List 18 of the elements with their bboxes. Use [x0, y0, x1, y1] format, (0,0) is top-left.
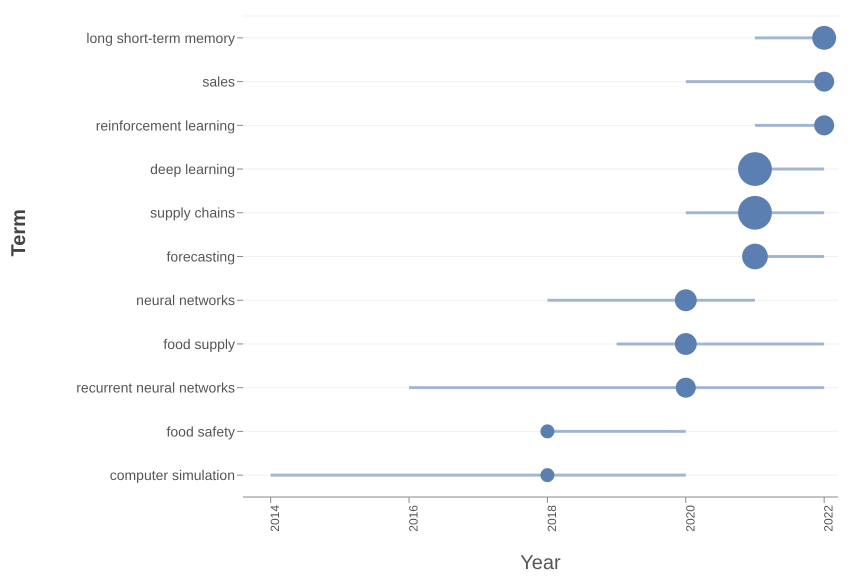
x-tick-label: 2014 — [268, 504, 282, 532]
x-tick-label: 2018 — [544, 504, 559, 532]
y-tick-label: deep learning — [150, 161, 235, 178]
y-tick-label: reinforcement learning — [96, 117, 235, 134]
y-tick-label: forecasting — [166, 248, 235, 264]
y-tick-label: supply chains — [150, 204, 235, 221]
x-tick-label: 2016 — [406, 504, 421, 532]
y-tick-label: food safety — [166, 423, 235, 440]
y-tick-label: sales — [202, 74, 235, 90]
y-tick-label: recurrent neural networks — [76, 380, 235, 396]
y-axis-title: Term — [8, 209, 30, 256]
x-tick-label: 2020 — [683, 504, 698, 532]
y-tick-label: long short-term memory — [86, 30, 235, 46]
y-tick-label: food supply — [163, 336, 235, 352]
y-tick-label: neural networks — [136, 292, 235, 308]
y-tick-label: computer simulation — [110, 467, 235, 484]
x-axis-title: Year — [520, 552, 562, 574]
x-tick-label: 2022 — [822, 504, 836, 532]
